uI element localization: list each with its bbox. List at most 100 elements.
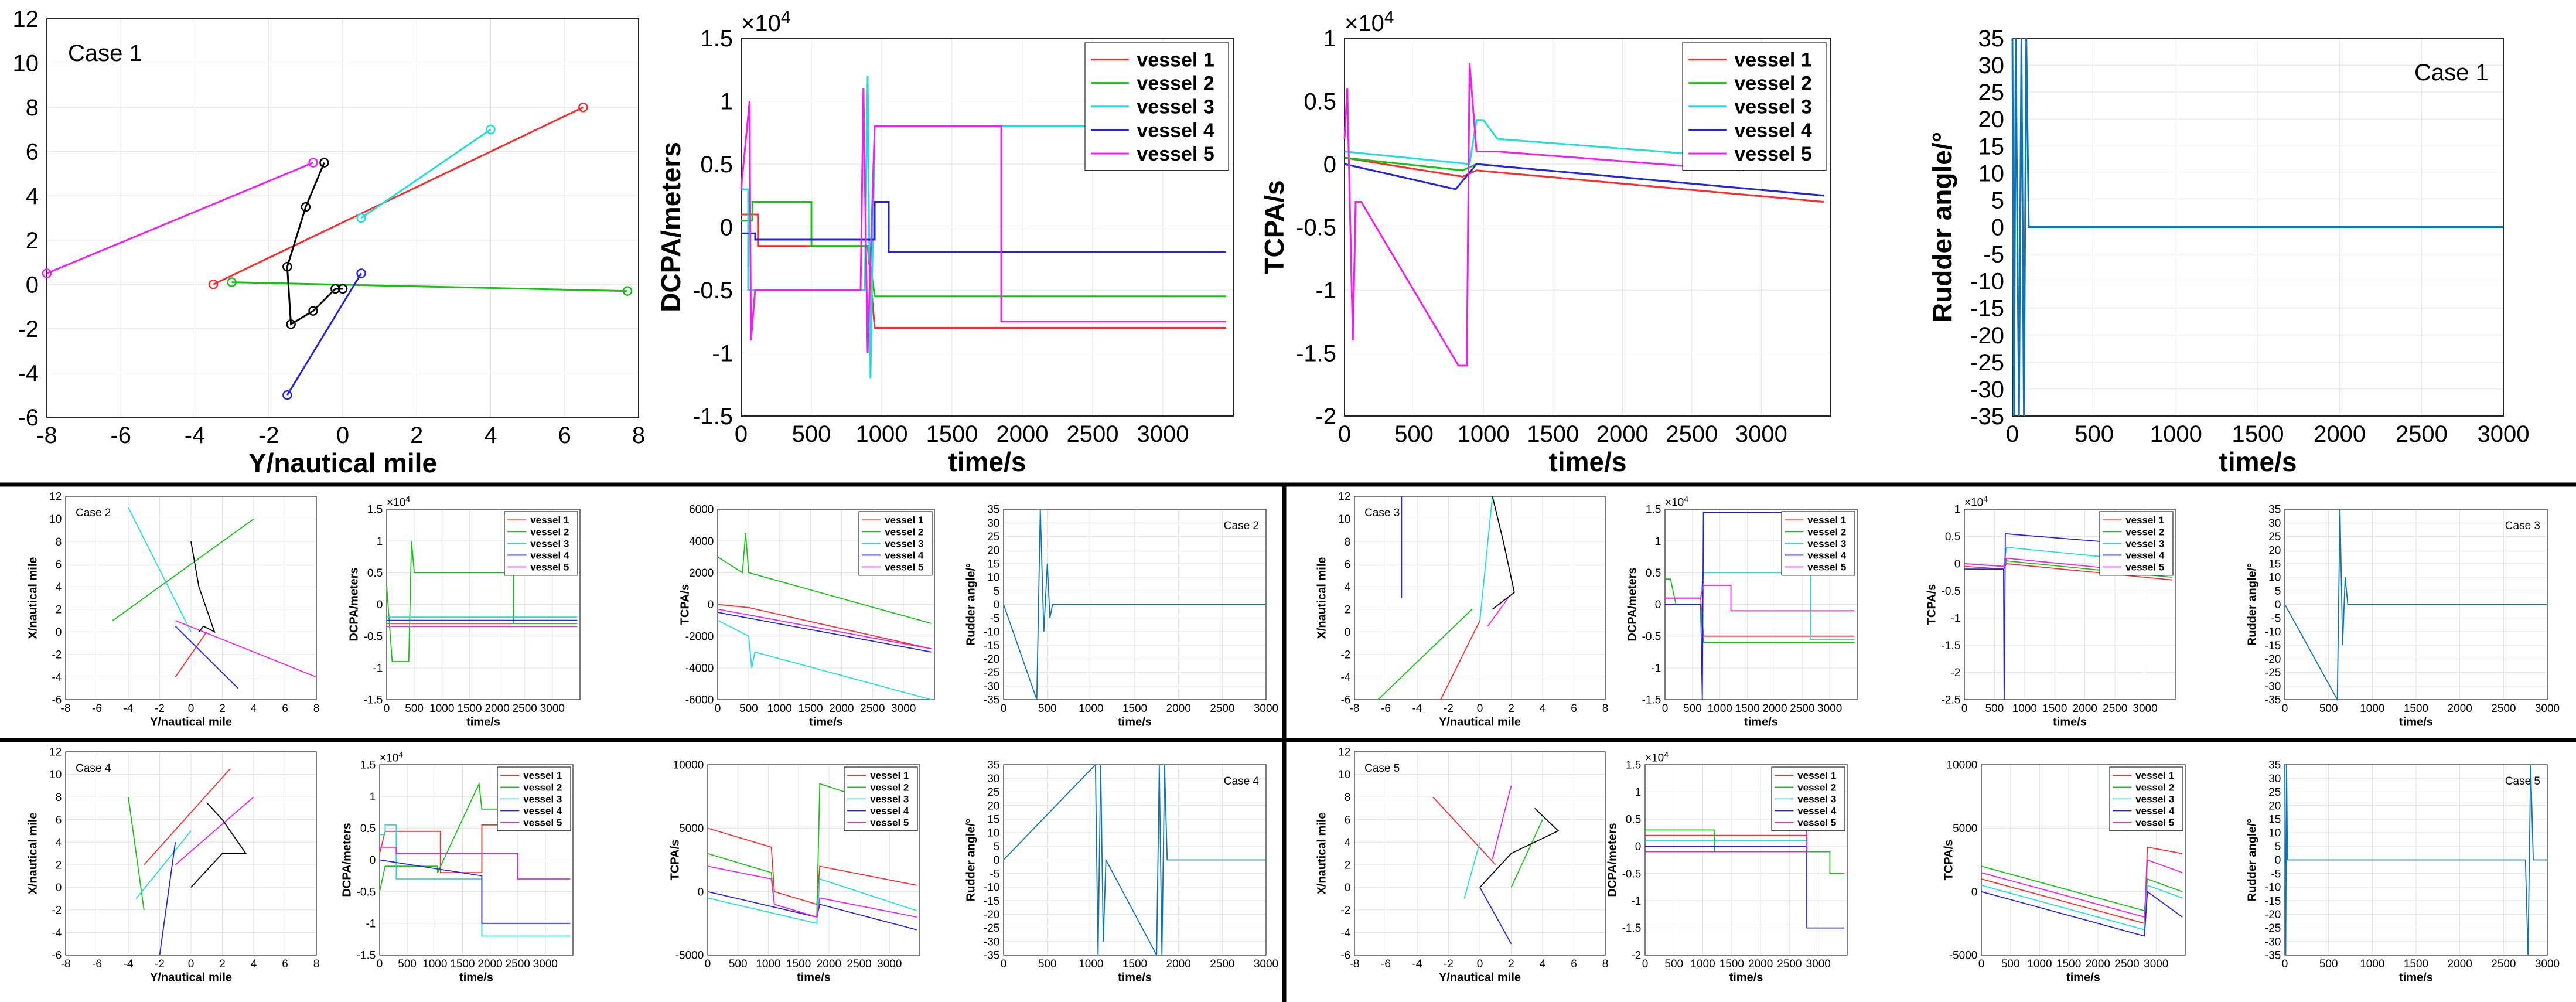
x-tick-label: -6 bbox=[92, 703, 102, 715]
x-tick-label: 3000 bbox=[533, 958, 558, 970]
y-tick-label: 25 bbox=[987, 531, 999, 543]
series-line-vessel-2 bbox=[1510, 819, 1543, 888]
series-line-vessel-4 bbox=[741, 201, 1226, 253]
y-tick-label: 0.5 bbox=[1626, 814, 1641, 826]
y-tick-label: 10000 bbox=[673, 759, 704, 772]
y-tick-label: 0.5 bbox=[700, 152, 733, 178]
legend-label: vessel 2 bbox=[1797, 782, 1836, 793]
y-tick-label: 0 bbox=[1991, 215, 2004, 241]
legend-label: vessel 2 bbox=[2125, 526, 2164, 537]
case2-dcpa-chart: 0 500 1000 1500 2000 2500 3000 -1.5 -1 -0.5 0 0.5 1 1… bbox=[348, 495, 581, 729]
x-tick-label: 2000 bbox=[1596, 421, 1649, 447]
x-axis-label: time/s bbox=[1549, 447, 1627, 477]
legend-label: vessel 5 bbox=[870, 817, 909, 828]
legend-label: vessel 3 bbox=[1807, 538, 1846, 549]
x-tick-label: 3000 bbox=[1137, 421, 1189, 447]
x-tick-label: 500 bbox=[1664, 958, 1683, 970]
y-tick-label: 8 bbox=[26, 95, 39, 121]
y-tick-label: 4 bbox=[26, 183, 39, 209]
y-axis-label: DCPA/meters bbox=[341, 823, 354, 897]
y-tick-label: 1 bbox=[370, 791, 376, 803]
x-tick-label: 8 bbox=[632, 422, 645, 448]
y-tick-label: 6 bbox=[26, 139, 39, 165]
case-annotation: Case 3 bbox=[2505, 520, 2540, 532]
legend-label: vessel 4 bbox=[2135, 805, 2175, 816]
case3-dcpa-chart: 0 500 1000 1500 2000 2500 3000 -1.5 -1 -0.5 0 0.5 1 1… bbox=[1626, 495, 1858, 729]
y-tick-label: -35 bbox=[1970, 404, 2004, 430]
series-line-vessel-4 bbox=[379, 859, 571, 924]
data-point-vessel-3 bbox=[486, 124, 496, 135]
y-tick-label: 35 bbox=[987, 759, 999, 772]
x-tick-label: 2500 bbox=[1210, 958, 1234, 970]
y-tick-label: 2000 bbox=[689, 567, 714, 580]
x-tick-label: -2 bbox=[1444, 958, 1454, 970]
x-tick-label: 8 bbox=[1602, 703, 1609, 715]
y-tick-label: -1.5 bbox=[1622, 922, 1642, 935]
x-tick-label: 1000 bbox=[1708, 703, 1732, 715]
x-tick-label: 500 bbox=[398, 958, 417, 970]
series-line-vessel-3 bbox=[360, 128, 492, 219]
series-line-vessel-2 bbox=[741, 201, 1226, 298]
y-tick-label: -0.5 bbox=[364, 630, 383, 643]
series-line-vessel-2 bbox=[379, 782, 571, 892]
y-tick-label: -4 bbox=[1340, 927, 1350, 939]
series-line-vessel-5 bbox=[175, 620, 317, 678]
x-tick-label: 3000 bbox=[2535, 958, 2560, 970]
x-tick-label: 4 bbox=[251, 703, 257, 715]
x-tick-label: 3000 bbox=[2478, 421, 2530, 447]
x-tick-label: 3000 bbox=[2133, 703, 2157, 715]
x-axis-label: Y/nautical mile bbox=[1439, 716, 1521, 729]
case-annotation: Case 2 bbox=[76, 507, 111, 519]
x-tick-label: 2000 bbox=[485, 703, 509, 715]
x-axis-label: Y/nautical mile bbox=[150, 716, 232, 729]
x-tick-label: -6 bbox=[92, 958, 102, 970]
data-point-own-ship bbox=[301, 202, 311, 212]
y-tick-label: -1 bbox=[366, 918, 376, 930]
y-tick-label: 8 bbox=[56, 792, 62, 804]
x-tick-label: -4 bbox=[185, 422, 206, 448]
x-axis-label: time/s bbox=[1118, 716, 1152, 729]
y-tick-label: 35 bbox=[987, 504, 999, 516]
y-tick-label: 1.5 bbox=[1626, 759, 1641, 772]
data-point-vessel-2 bbox=[622, 286, 633, 296]
y-tick-label: -6 bbox=[52, 950, 62, 962]
legend-label: vessel 4 bbox=[530, 550, 569, 561]
axis-exponent-power: 4 bbox=[1983, 495, 1988, 505]
x-tick-label: 2000 bbox=[2314, 421, 2366, 447]
x-tick-label: 2000 bbox=[817, 958, 841, 970]
y-tick-label: 1 bbox=[1323, 26, 1336, 52]
y-tick-label: 6 bbox=[56, 814, 62, 826]
y-tick-label: -2 bbox=[1631, 950, 1641, 962]
case1-tcpa-chart: 0 500 1000 1500 2000 2500 3000 -2 -1.5 -1 -0.5 0 0.5… bbox=[1259, 8, 1831, 477]
y-tick-label: 1.5 bbox=[367, 504, 383, 516]
y-axis-label: X/nautical mile bbox=[27, 557, 40, 639]
y-tick-label: -15 bbox=[2265, 895, 2281, 908]
y-tick-label: 0 bbox=[1345, 626, 1351, 639]
series-line-vessel-1 bbox=[707, 827, 917, 905]
legend-label: vessel 2 bbox=[523, 782, 562, 793]
y-tick-label: 6 bbox=[1345, 558, 1351, 571]
y-tick-label: -5000 bbox=[675, 950, 704, 962]
legend-label: vessel 1 bbox=[1137, 49, 1214, 71]
legend-label: vessel 5 bbox=[2125, 561, 2164, 572]
axis-exponent-power: 4 bbox=[781, 8, 791, 27]
y-tick-label: 0 bbox=[994, 599, 1000, 611]
x-tick-label: 1000 bbox=[756, 958, 780, 970]
data-point-own-ship bbox=[319, 158, 329, 168]
y-tick-label: -5 bbox=[2271, 868, 2281, 880]
legend-label: vessel 5 bbox=[1797, 817, 1836, 828]
y-tick-label: -1 bbox=[1950, 612, 1960, 625]
y-tick-label: 6 bbox=[1345, 814, 1351, 826]
legend-label: vessel 1 bbox=[523, 770, 562, 781]
legend-label: vessel 1 bbox=[870, 770, 909, 781]
x-tick-label: -8 bbox=[1350, 703, 1360, 715]
axis-exponent-power: 4 bbox=[1384, 8, 1394, 27]
y-axis-label: X/nautical mile bbox=[27, 812, 40, 894]
y-tick-label: 5 bbox=[2275, 585, 2281, 598]
case3-rudder-chart: 0 500 1000 1500 2000 2500 3000-35-30-25-20-15-… bbox=[2246, 504, 2560, 729]
y-tick-label: -20 bbox=[2265, 909, 2281, 921]
y-tick-label: 30 bbox=[1978, 53, 2005, 79]
